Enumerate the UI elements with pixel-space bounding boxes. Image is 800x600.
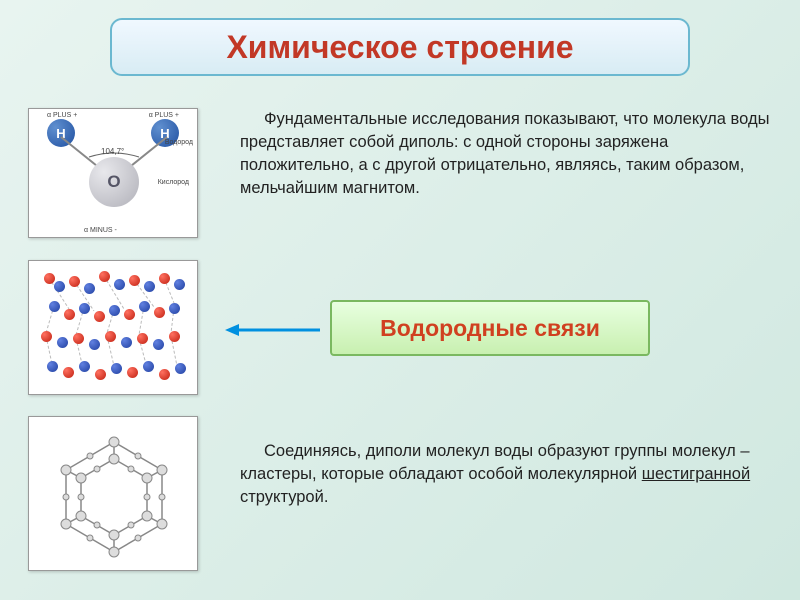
hexagon-svg bbox=[29, 417, 199, 572]
lattice-node bbox=[121, 337, 132, 348]
lattice-node bbox=[124, 309, 135, 320]
page-title: Химическое строение bbox=[226, 29, 573, 66]
hydrogen-text-label: Водород bbox=[165, 139, 193, 146]
minus-label: α MINUS - bbox=[84, 227, 117, 234]
lattice-node bbox=[169, 303, 180, 314]
lattice-node bbox=[89, 339, 100, 350]
lattice-node bbox=[137, 333, 148, 344]
lattice-node bbox=[109, 305, 120, 316]
lattice-node bbox=[111, 363, 122, 374]
title-container: Химическое строение bbox=[110, 18, 690, 76]
paragraph-1: Фундаментальные исследования показывают,… bbox=[240, 108, 770, 200]
lattice-node bbox=[129, 275, 140, 286]
lattice-node bbox=[69, 276, 80, 287]
lattice-node bbox=[159, 273, 170, 284]
lattice-node bbox=[169, 331, 180, 342]
oxygen-atom: O bbox=[89, 157, 139, 207]
para2-part2: структурой. bbox=[240, 488, 328, 506]
lattice-node bbox=[54, 281, 65, 292]
lattice-node bbox=[63, 367, 74, 378]
lattice-node bbox=[64, 309, 75, 320]
hydrogen-bond-label: Водородные связи bbox=[380, 315, 600, 342]
lattice-node bbox=[175, 363, 186, 374]
lattice-node bbox=[95, 369, 106, 380]
lattice-node bbox=[114, 279, 125, 290]
para2-underlined: шестигранной bbox=[642, 465, 750, 483]
lattice-node bbox=[153, 339, 164, 350]
lattice-node bbox=[143, 361, 154, 372]
arrow-icon bbox=[225, 320, 320, 340]
lattice-node bbox=[49, 301, 60, 312]
hydrogen-bond-box: Водородные связи bbox=[330, 300, 650, 356]
lattice-node bbox=[79, 361, 90, 372]
lattice-node bbox=[139, 301, 150, 312]
oxygen-text-label: Кислород bbox=[158, 179, 189, 186]
lattice-node bbox=[127, 367, 138, 378]
paragraph-2: Соединяясь, диполи молекул воды образуют… bbox=[240, 440, 770, 509]
lattice-node bbox=[79, 303, 90, 314]
ice-lattice-diagram bbox=[28, 260, 198, 395]
lattice-node bbox=[41, 331, 52, 342]
water-molecule-diagram: α PLUS + α PLUS + H H O 104,7° Кислород … bbox=[28, 108, 198, 238]
lattice-node bbox=[44, 273, 55, 284]
lattice-node bbox=[94, 311, 105, 322]
lattice-node bbox=[73, 333, 84, 344]
hexagonal-structure-diagram bbox=[28, 416, 198, 571]
angle-label: 104,7° bbox=[101, 147, 124, 156]
lattice-node bbox=[99, 271, 110, 282]
lattice-node bbox=[144, 281, 155, 292]
lattice-node bbox=[47, 361, 58, 372]
lattice-node bbox=[159, 369, 170, 380]
lattice-node bbox=[154, 307, 165, 318]
lattice-node bbox=[105, 331, 116, 342]
lattice-node bbox=[84, 283, 95, 294]
lattice-node bbox=[174, 279, 185, 290]
lattice-node bbox=[57, 337, 68, 348]
